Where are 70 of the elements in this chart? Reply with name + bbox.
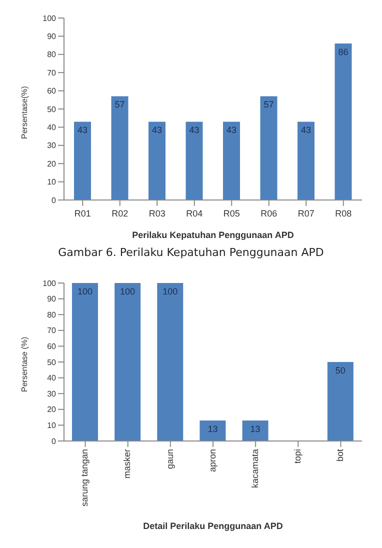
y-tick-label: 80 bbox=[47, 310, 57, 320]
bar bbox=[327, 362, 354, 441]
x-tick-label: topi bbox=[292, 449, 303, 464]
data-label: 57 bbox=[114, 100, 125, 110]
y-tick-label: 50 bbox=[47, 104, 57, 114]
x-tick-label: R01 bbox=[74, 208, 91, 218]
x-axis-title: Detail Perilaku Penggunaan APD bbox=[143, 521, 284, 531]
y-tick-label: 90 bbox=[47, 294, 57, 304]
y-tick-label: 0 bbox=[52, 436, 57, 446]
data-label: 86 bbox=[338, 46, 348, 57]
y-tick-label: 40 bbox=[47, 123, 57, 132]
y-tick-label: 70 bbox=[47, 326, 57, 336]
y-tick-label: 40 bbox=[47, 374, 57, 383]
y-tick-label: 60 bbox=[47, 342, 57, 352]
y-axis-title: Persentase (%) bbox=[20, 336, 29, 392]
bar bbox=[223, 122, 240, 200]
bar bbox=[334, 43, 352, 200]
y-axis-title: Persentase(%) bbox=[20, 86, 29, 139]
y-tick-label: 20 bbox=[47, 159, 57, 168]
y-tick-label: 100 bbox=[42, 278, 57, 288]
x-tick-label: R08 bbox=[335, 208, 352, 218]
y-tick-label: 30 bbox=[47, 389, 57, 398]
data-label: 57 bbox=[264, 100, 274, 110]
data-label: 50 bbox=[335, 365, 346, 376]
bar bbox=[72, 283, 98, 441]
y-tick-label: 50 bbox=[47, 358, 57, 367]
y-tick-label: 80 bbox=[47, 50, 57, 60]
bar bbox=[157, 283, 184, 441]
y-tick-label: 10 bbox=[47, 178, 57, 187]
x-tick-label: R05 bbox=[223, 208, 240, 218]
x-tick-label: R02 bbox=[112, 208, 128, 218]
x-tick-label: masker bbox=[122, 449, 132, 479]
bar bbox=[111, 96, 128, 200]
y-tick-label: 70 bbox=[47, 68, 57, 78]
y-tick-label: 30 bbox=[47, 141, 57, 150]
bar bbox=[186, 122, 203, 200]
data-label: 43 bbox=[77, 125, 88, 136]
text: Gambar 6. Perilaku Kepatuhan Penggunaan APD bbox=[57, 246, 325, 259]
x-tick-label: kacamata bbox=[250, 449, 260, 488]
data-label: 100 bbox=[120, 286, 136, 296]
bar bbox=[74, 122, 91, 200]
x-tick-label: apron bbox=[207, 449, 218, 472]
y-tick-label: 20 bbox=[47, 405, 57, 414]
data-label: 100 bbox=[77, 286, 93, 296]
x-tick-label: R03 bbox=[148, 208, 166, 218]
data-label: 100 bbox=[162, 286, 178, 296]
bar bbox=[260, 96, 278, 200]
bar bbox=[148, 122, 166, 200]
y-tick-label: 90 bbox=[47, 32, 57, 42]
bar bbox=[114, 283, 141, 441]
bar bbox=[298, 122, 314, 200]
data-label: 43 bbox=[152, 125, 162, 136]
data-label: 43 bbox=[189, 125, 200, 136]
y-tick-label: 60 bbox=[47, 86, 57, 96]
x-tick-label: R06 bbox=[260, 208, 278, 218]
data-label: 43 bbox=[300, 125, 312, 136]
x-tick-label: R07 bbox=[298, 208, 314, 218]
data-label: 43 bbox=[226, 125, 237, 136]
y-tick-label: 10 bbox=[47, 421, 57, 430]
x-tick-label: bot bbox=[335, 448, 346, 462]
data-label: 13 bbox=[208, 424, 218, 434]
y-tick-label: 100 bbox=[42, 14, 57, 23]
y-tick-label: 0 bbox=[52, 196, 57, 205]
data-label: 13 bbox=[250, 424, 260, 434]
x-axis-title: Perilaku Kepatuhan Penggunaan APD bbox=[132, 230, 294, 240]
x-tick-label: gaun bbox=[164, 449, 175, 470]
x-tick-label: sarung tangan bbox=[80, 449, 90, 507]
x-tick-label: R04 bbox=[186, 208, 203, 218]
bar bbox=[242, 420, 268, 441]
bar bbox=[200, 420, 226, 441]
